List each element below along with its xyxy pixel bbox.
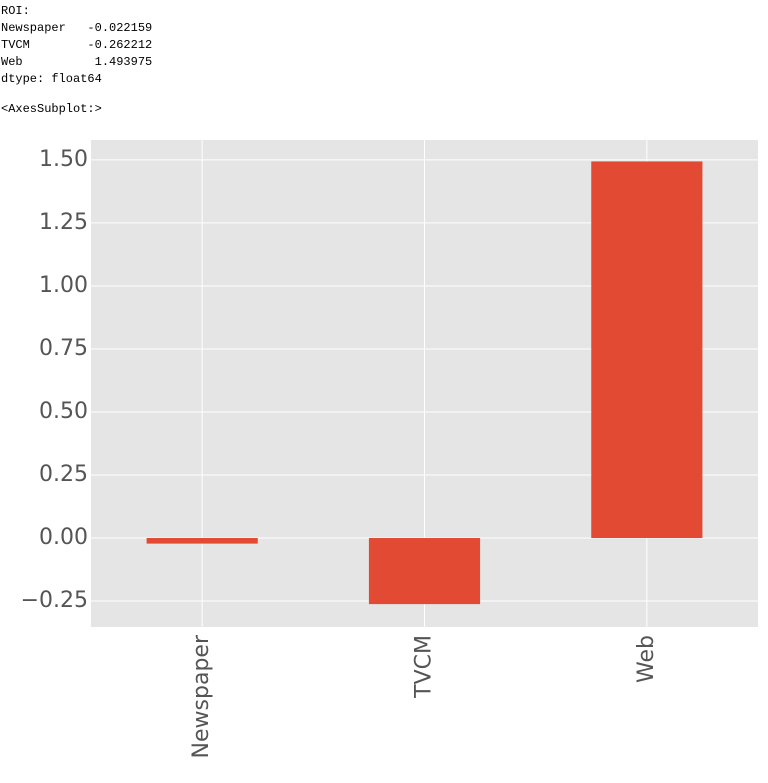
- y-tick-label: 1.25: [39, 210, 88, 235]
- bar: [591, 161, 703, 539]
- console-line: <AxesSubplot:>: [1, 102, 102, 116]
- x-tick-label: Newspaper: [189, 634, 214, 758]
- console-line: ROI:: [1, 4, 30, 18]
- console-line: Web 1.493975: [1, 55, 152, 69]
- console-line: TVCM -0.262212: [1, 38, 152, 52]
- x-tick-label: Web: [634, 635, 659, 683]
- y-tick-label: 0.75: [39, 336, 88, 361]
- x-tick-label: TVCM: [412, 635, 437, 699]
- console-line: Newspaper -0.022159: [1, 21, 152, 35]
- y-tick-label: 1.50: [39, 147, 88, 172]
- y-tick-label: 1.00: [39, 273, 88, 298]
- y-tick-label: 0.00: [39, 525, 88, 550]
- y-tick-label: 0.50: [39, 399, 88, 424]
- console-line: dtype: float64: [1, 72, 102, 86]
- y-tick-label: −0.25: [21, 588, 88, 613]
- y-tick-label: 0.25: [39, 462, 88, 487]
- bar: [368, 538, 481, 605]
- bar: [146, 538, 258, 544]
